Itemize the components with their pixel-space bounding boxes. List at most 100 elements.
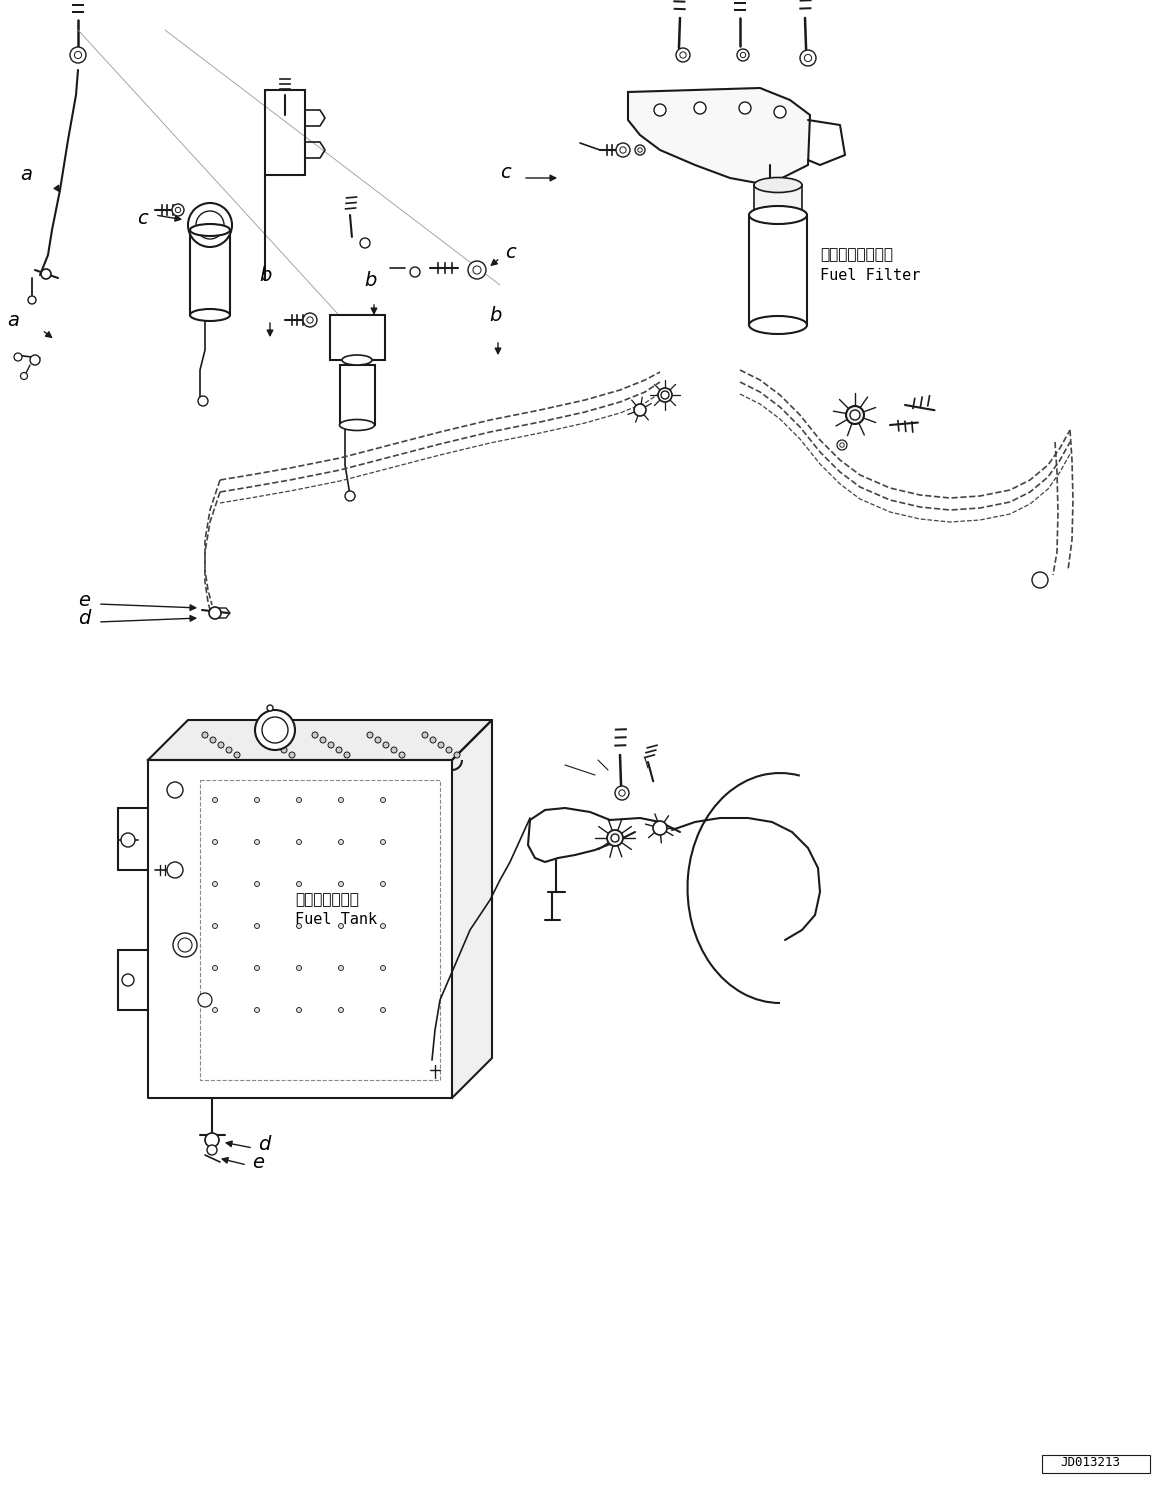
Circle shape (297, 1007, 301, 1013)
Circle shape (213, 882, 217, 887)
Circle shape (226, 747, 232, 753)
Circle shape (213, 965, 217, 971)
Circle shape (360, 238, 370, 248)
Circle shape (198, 993, 213, 1007)
Circle shape (204, 1133, 219, 1146)
Text: フェエルタンク: フェエルタンク (295, 892, 359, 907)
Circle shape (338, 924, 343, 928)
Circle shape (188, 203, 232, 247)
Text: JD013213: JD013213 (1060, 1455, 1120, 1469)
Circle shape (367, 732, 373, 738)
Ellipse shape (340, 419, 374, 431)
Text: b: b (489, 306, 501, 325)
Text: b: b (259, 266, 271, 285)
Circle shape (840, 443, 844, 447)
Circle shape (398, 751, 405, 757)
Text: a: a (7, 310, 18, 330)
Circle shape (616, 143, 629, 157)
Circle shape (202, 732, 208, 738)
Circle shape (850, 410, 860, 420)
Ellipse shape (191, 224, 230, 236)
Circle shape (167, 783, 182, 797)
Circle shape (380, 1007, 386, 1013)
Circle shape (654, 104, 666, 116)
Circle shape (438, 742, 444, 748)
Ellipse shape (748, 316, 807, 334)
Circle shape (254, 882, 260, 887)
Circle shape (196, 211, 224, 239)
Polygon shape (148, 720, 492, 760)
Circle shape (254, 965, 260, 971)
Circle shape (430, 737, 435, 742)
Circle shape (21, 373, 28, 380)
Circle shape (74, 52, 82, 58)
Circle shape (804, 55, 812, 61)
Circle shape (635, 146, 644, 154)
Circle shape (676, 48, 690, 62)
Circle shape (344, 751, 350, 757)
Text: c: c (505, 242, 516, 261)
Circle shape (176, 208, 180, 212)
Ellipse shape (342, 355, 372, 365)
Circle shape (122, 974, 134, 986)
Circle shape (173, 933, 198, 956)
Circle shape (167, 861, 182, 878)
Circle shape (267, 705, 273, 711)
Circle shape (297, 797, 301, 802)
Circle shape (297, 924, 301, 928)
Circle shape (209, 607, 221, 619)
Circle shape (653, 821, 666, 835)
Circle shape (281, 747, 286, 753)
Circle shape (472, 266, 480, 275)
Circle shape (328, 742, 334, 748)
Circle shape (234, 751, 240, 757)
Circle shape (338, 797, 343, 802)
Circle shape (178, 939, 192, 952)
Polygon shape (452, 720, 492, 1097)
Circle shape (614, 786, 629, 800)
Text: e: e (79, 591, 90, 609)
Bar (754, 186, 802, 215)
Circle shape (380, 924, 386, 928)
Circle shape (289, 751, 295, 757)
Circle shape (320, 737, 326, 742)
Circle shape (638, 147, 642, 153)
Circle shape (210, 737, 216, 742)
Circle shape (254, 797, 260, 802)
Circle shape (213, 839, 217, 845)
Circle shape (611, 835, 619, 842)
Text: c: c (500, 163, 511, 183)
Polygon shape (628, 88, 810, 186)
Circle shape (800, 50, 815, 65)
Circle shape (680, 52, 686, 58)
Circle shape (454, 751, 460, 757)
Ellipse shape (748, 206, 807, 224)
Circle shape (198, 396, 208, 405)
Circle shape (737, 49, 748, 61)
Circle shape (446, 747, 452, 753)
Text: a: a (20, 165, 32, 184)
Circle shape (218, 742, 224, 748)
Circle shape (258, 732, 263, 738)
Circle shape (336, 747, 342, 753)
Circle shape (661, 391, 669, 399)
Circle shape (213, 924, 217, 928)
Circle shape (172, 203, 184, 215)
Bar (191, 230, 230, 315)
Circle shape (392, 747, 397, 753)
Text: e: e (252, 1152, 264, 1172)
Circle shape (297, 965, 301, 971)
Circle shape (338, 965, 343, 971)
Circle shape (14, 353, 22, 361)
Circle shape (70, 48, 85, 62)
Circle shape (619, 790, 625, 796)
Circle shape (658, 388, 672, 402)
Text: d: d (77, 609, 90, 628)
Circle shape (303, 313, 316, 327)
Circle shape (608, 830, 623, 846)
Bar (340, 365, 375, 425)
Circle shape (30, 355, 40, 365)
Circle shape (410, 267, 420, 278)
Circle shape (40, 269, 51, 279)
Circle shape (121, 833, 135, 846)
